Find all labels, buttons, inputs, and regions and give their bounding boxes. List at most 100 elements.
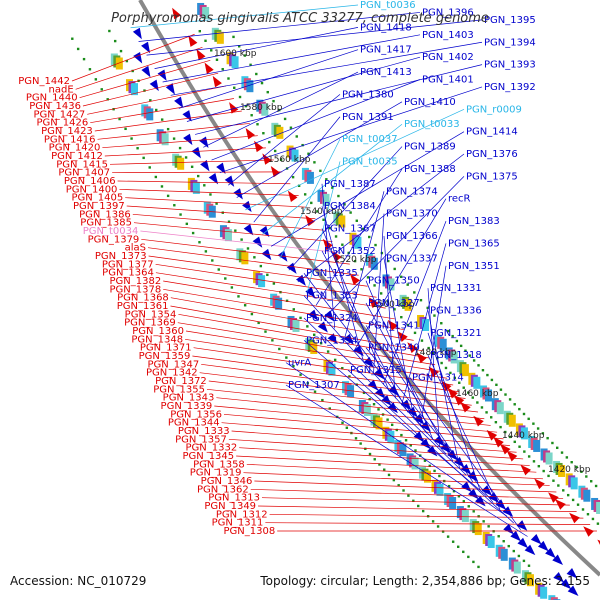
left-gene-label: PGN_1382	[109, 276, 161, 287]
ring-dot	[313, 333, 316, 337]
right-gene-label: PGN_1324	[306, 313, 358, 324]
right-leader-line	[162, 34, 421, 83]
right-gene-label: PGN_1370	[386, 209, 438, 220]
right-leader-line	[228, 94, 341, 186]
gene-arrow-reverse	[212, 75, 222, 88]
feature-block	[363, 404, 371, 417]
ring-dot	[413, 291, 416, 294]
gene-arrow-forward	[537, 540, 549, 552]
ring-dot	[585, 475, 588, 478]
left-gene-label: PGN_1415	[56, 159, 108, 170]
ring-dot	[322, 218, 325, 221]
left-leader-line	[87, 85, 227, 115]
left-leader-line	[246, 463, 544, 480]
ring-dot	[406, 283, 409, 286]
left-leader-line	[193, 347, 454, 386]
gene-arrow-forward	[414, 413, 425, 425]
ring-dot	[292, 308, 295, 311]
left-gene-label: PGN_1440	[26, 93, 78, 104]
gene-arrow-forward	[516, 520, 528, 531]
right-gene-label: PGN_r0009	[466, 104, 522, 115]
left-leader-line	[223, 413, 504, 440]
right-leader-line	[383, 220, 447, 385]
right-gene-label: PGN_1341	[368, 320, 420, 331]
left-leader-line	[243, 472, 550, 486]
ring-dot	[166, 127, 170, 131]
left-leader-line	[254, 480, 557, 493]
ring-dot	[527, 417, 530, 421]
feature-block	[570, 477, 578, 490]
left-leader-line	[90, 98, 234, 124]
ring-dot	[504, 430, 507, 434]
ring-dot	[362, 391, 366, 395]
right-leader-line	[321, 228, 390, 392]
ring-dot	[451, 334, 454, 338]
ring-dot	[118, 117, 121, 121]
right-gene-label: PGN_1375	[466, 171, 518, 182]
ring-dot	[271, 339, 274, 342]
right-gene-label: PGN_1393	[484, 60, 536, 71]
gene-arrow-forward	[191, 146, 201, 159]
feature-block	[347, 385, 355, 398]
feature-block	[404, 298, 412, 311]
ring-dot	[250, 114, 253, 117]
left-gene-label: PGN_1371	[140, 343, 192, 354]
ring-dot	[477, 565, 480, 569]
feature-block	[439, 338, 447, 351]
gene-arrow-reverse	[350, 274, 361, 286]
gene-arrow-reverse	[597, 539, 600, 545]
gene-arrow-forward	[567, 585, 579, 596]
left-leader-line	[214, 405, 498, 433]
ring-dot	[279, 158, 283, 161]
right-leader-line	[383, 235, 396, 399]
accession-label: Accession: NC_010729	[10, 574, 146, 588]
left-leader-line	[94, 110, 242, 132]
right-leader-line	[279, 138, 341, 259]
ring-dot	[404, 439, 408, 442]
left-gene-label: PGN_1342	[146, 368, 198, 379]
ring-dot	[307, 152, 310, 155]
ring-dot	[566, 493, 570, 497]
ring-dot	[108, 29, 111, 33]
right-gene-label: PGN_1410	[404, 97, 456, 108]
gene-arrow-reverse	[520, 464, 532, 476]
ring-dot	[522, 412, 526, 416]
right-gene-label: PGN_1383	[448, 216, 500, 227]
gene-arrow-reverse	[486, 429, 498, 441]
left-gene-label: PGN_1442	[18, 76, 70, 87]
gene-arrow-forward	[387, 402, 398, 414]
gene-arrow-reverse	[305, 214, 315, 227]
ring-dot	[349, 211, 352, 214]
right-leader-line	[321, 206, 364, 363]
right-leader-line	[219, 86, 483, 173]
ring-dot	[173, 204, 176, 207]
right-gene-label: PGN_1318	[430, 350, 482, 361]
right-leader-line	[303, 273, 428, 434]
right-leader-line	[245, 108, 465, 211]
left-gene-label: PGN_1347	[147, 359, 199, 370]
kbp-tick-label: 1520 kbp	[334, 255, 377, 265]
gene-arrow-reverse	[548, 492, 559, 503]
ring-dot	[341, 366, 344, 370]
gene-arrow-reverse	[555, 499, 566, 510]
ring-dot	[301, 143, 304, 147]
gene-arrow-forward	[502, 506, 514, 517]
ring-dot	[377, 408, 380, 411]
gene-arrow-reverse	[262, 153, 272, 165]
ring-dot	[485, 411, 488, 414]
gene-arrow-forward	[242, 200, 252, 213]
ring-dot	[272, 99, 275, 103]
left-gene-label: PGN_1368	[117, 293, 169, 304]
gene-arrow-reverse	[397, 331, 408, 342]
ring-dot	[508, 398, 512, 401]
ring-dot	[571, 498, 575, 502]
right-gene-label: PGN_1380	[342, 89, 394, 100]
ring-dot	[412, 499, 415, 503]
right-leader-line	[347, 369, 514, 524]
feature-block	[526, 574, 534, 587]
ring-dot	[576, 503, 580, 506]
ring-dot	[71, 37, 74, 40]
ring-dot	[343, 203, 346, 206]
left-gene-label: PGN_1385	[80, 218, 132, 229]
gene-arrow-forward	[208, 173, 219, 185]
